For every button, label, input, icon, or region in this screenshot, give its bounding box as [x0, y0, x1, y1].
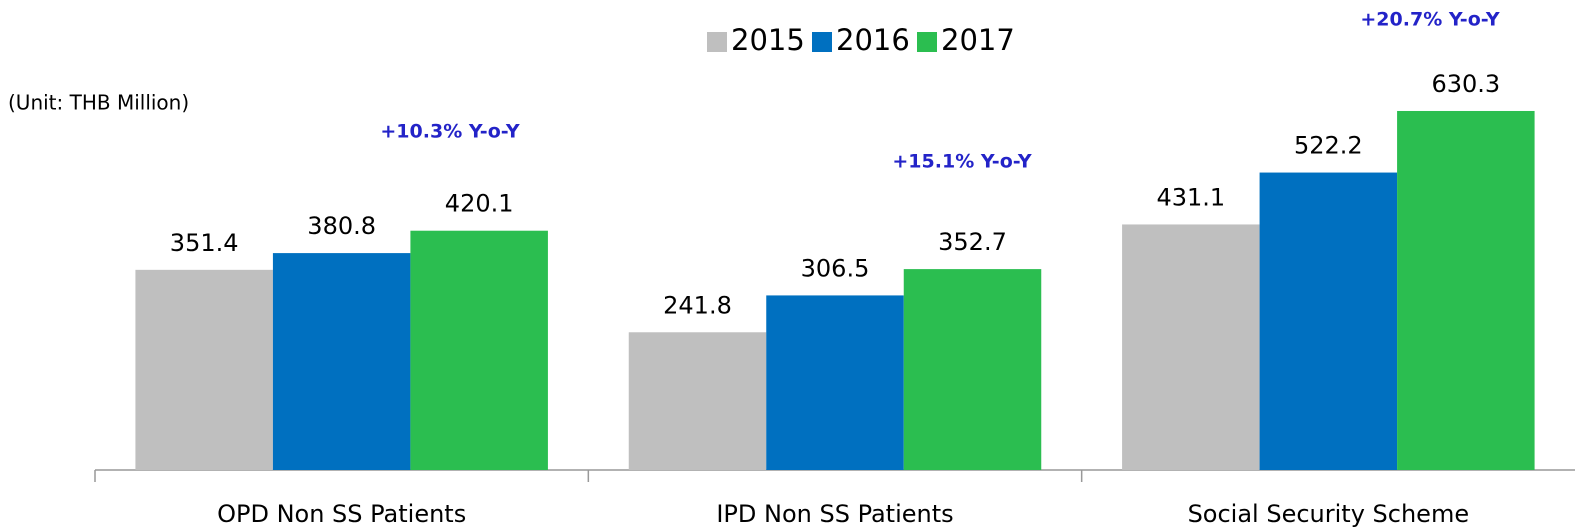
bar	[1122, 224, 1260, 470]
value-label: 306.5	[801, 254, 870, 282]
bar	[1397, 110, 1535, 471]
value-label: 380.8	[307, 212, 376, 240]
legend-label: 2015	[731, 23, 805, 57]
value-label: 241.8	[663, 291, 732, 319]
bar	[272, 253, 411, 470]
bar	[903, 269, 1042, 470]
legend-swatch	[917, 32, 937, 52]
value-label: 431.1	[1156, 183, 1225, 211]
legend-label: 2017	[941, 23, 1015, 57]
legend-swatch	[812, 32, 832, 52]
annotation: +20.7% Y-o-Y	[1360, 9, 1499, 31]
value-label: 630.3	[1431, 70, 1500, 98]
annotation: +15.1% Y-o-Y	[892, 151, 1031, 173]
legend-label: 2016	[836, 23, 910, 57]
value-label: 352.7	[938, 228, 1007, 256]
annotation: +10.3% Y-o-Y	[380, 121, 519, 143]
bar	[766, 295, 904, 470]
legend-swatch	[707, 32, 727, 52]
bar	[135, 269, 273, 470]
value-label: 420.1	[445, 190, 514, 218]
bar	[628, 332, 767, 470]
x-tick-label: OPD Non SS Patients	[217, 500, 466, 528]
bar	[1259, 172, 1398, 471]
unit-label: (Unit: THB Million)	[8, 91, 189, 115]
x-tick-label: IPD Non SS Patients	[716, 500, 953, 528]
value-label: 522.2	[1294, 132, 1363, 160]
x-tick-label: Social Security Scheme	[1188, 500, 1470, 528]
value-label: 351.4	[170, 229, 239, 257]
bar	[410, 230, 548, 470]
